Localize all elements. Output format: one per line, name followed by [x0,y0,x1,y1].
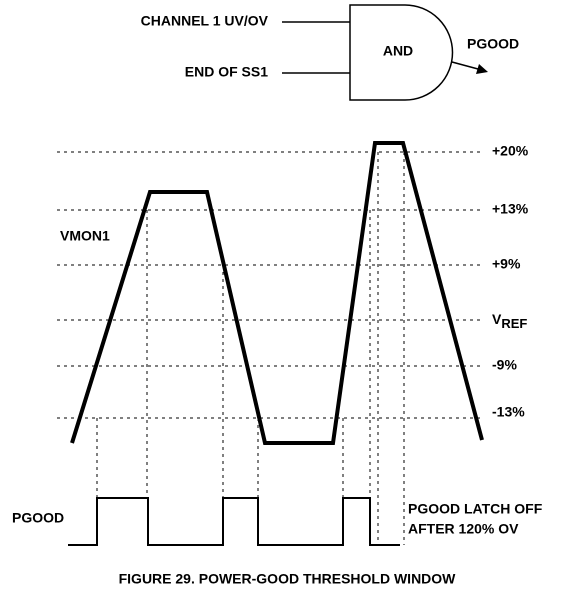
waveform-label: VMON1 [60,228,110,244]
threshold-label: +20% [492,143,529,159]
and-gate [349,4,454,101]
gate-output-label: PGOOD [467,36,519,52]
threshold-label: -13% [492,404,525,420]
threshold-label: VREF [492,311,527,332]
threshold-label: +13% [492,201,529,217]
vmon-waveform [70,141,484,445]
pgood-label: PGOOD [12,510,64,526]
gate-input-label: END OF SS1 [185,64,268,80]
arrowhead [476,64,488,74]
gate-label: AND [383,43,413,59]
pgood-note: AFTER 120% OV [408,521,519,537]
output-wire [451,61,479,70]
threshold-label: +9% [492,256,521,272]
caption: FIGURE 29. POWER-GOOD THRESHOLD WINDOW [119,571,457,587]
projection-lines [96,152,405,545]
gate-input-label: CHANNEL 1 UV/OV [141,13,269,29]
threshold-lines [57,151,480,419]
pgood-waveform [68,497,400,546]
threshold-label: -9% [492,357,517,373]
pgood-note: PGOOD LATCH OFF [408,501,543,517]
